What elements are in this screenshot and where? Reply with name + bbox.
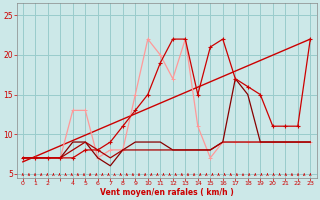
X-axis label: Vent moyen/en rafales ( km/h ): Vent moyen/en rafales ( km/h ) bbox=[100, 188, 233, 197]
